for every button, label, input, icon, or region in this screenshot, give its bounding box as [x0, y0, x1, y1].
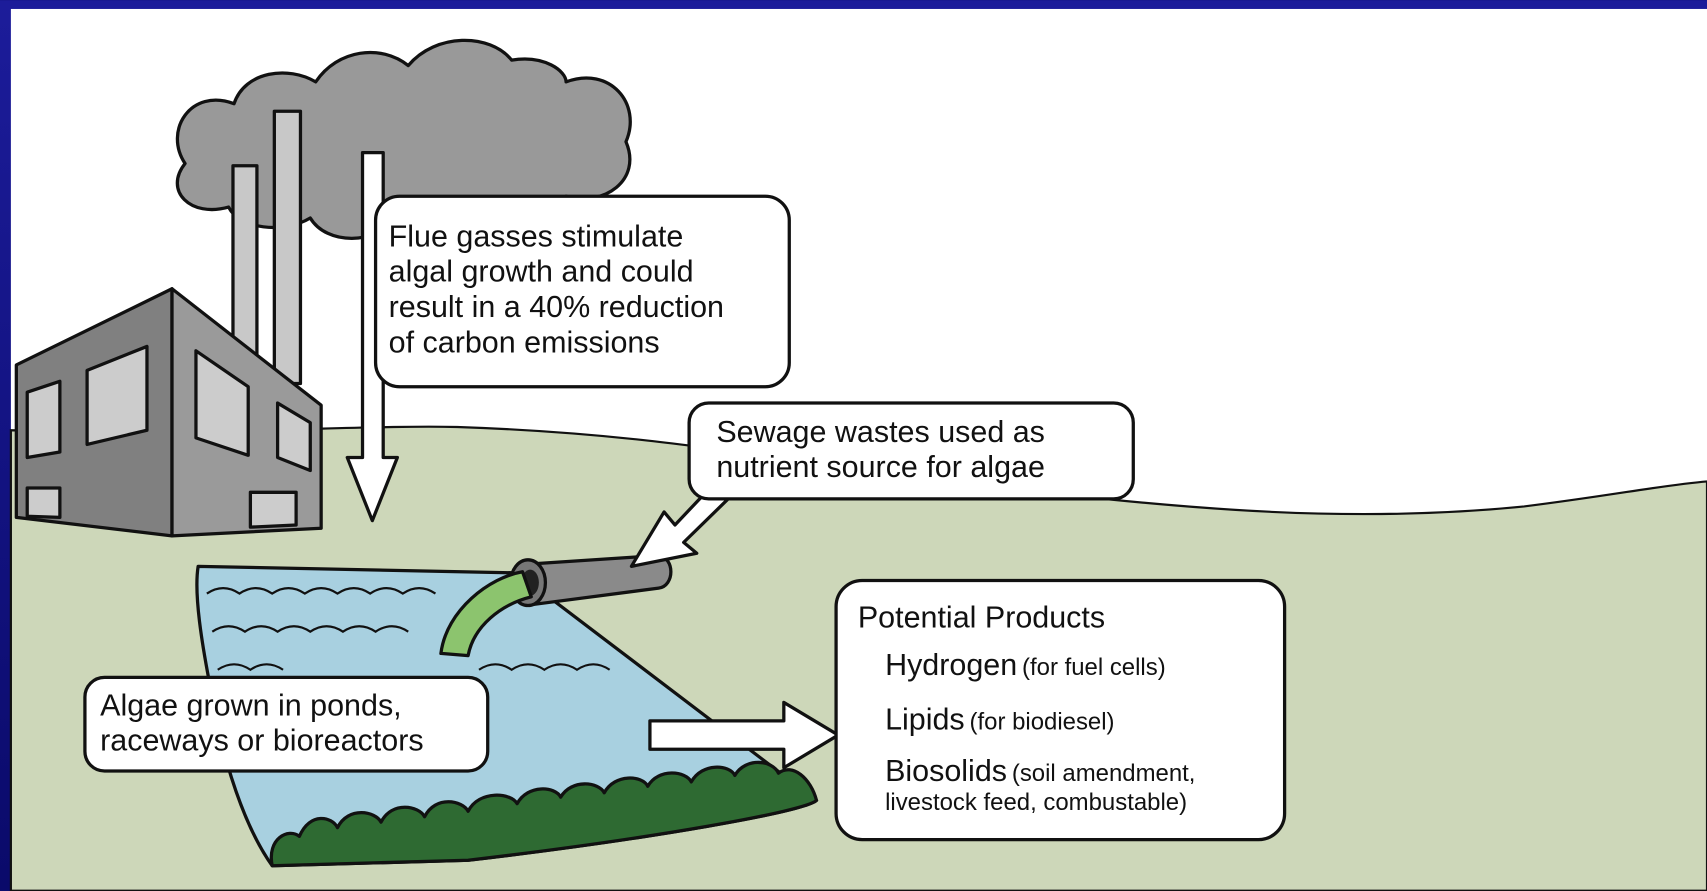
arrow [629, 483, 734, 568]
product-item: Biosolids (soil amendment, [885, 754, 1195, 788]
product-name: Lipids [885, 703, 965, 737]
window [25, 486, 62, 519]
callout-text: result in a 40% reduction [389, 290, 724, 324]
callout-text: Algae grown in ponds, [100, 688, 402, 722]
callout-text: raceways or bioreactors [100, 723, 423, 757]
arrow [648, 700, 840, 770]
callout-text: Flue gasses stimulate [389, 219, 684, 253]
product-item: Hydrogen (for fuel cells) [885, 648, 1166, 682]
products-title: Potential Products [858, 600, 1105, 634]
callout-box [834, 578, 1287, 842]
algae-growth [269, 760, 819, 868]
window [275, 401, 312, 473]
callout-box [687, 401, 1135, 501]
product-name: Biosolids [885, 754, 1007, 788]
window [85, 344, 149, 447]
product-note: livestock feed, combustable) [885, 789, 1187, 816]
smokestack [272, 109, 303, 386]
product-note: (for fuel cells) [1022, 654, 1166, 681]
callout-text: nutrient source for algae [716, 450, 1045, 484]
product-note: (for biodiesel) [970, 709, 1115, 736]
product-item: Lipids (for biodiesel) [885, 703, 1114, 737]
callout-text: of carbon emissions [389, 325, 660, 359]
callout-box [373, 194, 791, 389]
product-name: Hydrogen [885, 648, 1017, 682]
callout-box [83, 675, 490, 773]
window [25, 379, 62, 460]
window [248, 490, 298, 529]
sewage-flow [439, 570, 533, 658]
water-ripples [206, 587, 611, 672]
window [194, 349, 250, 457]
product-note: (soil amendment, [1012, 760, 1196, 787]
callout-text: Sewage wastes used as [716, 415, 1045, 449]
callout-text: algal growth and could [389, 255, 694, 289]
